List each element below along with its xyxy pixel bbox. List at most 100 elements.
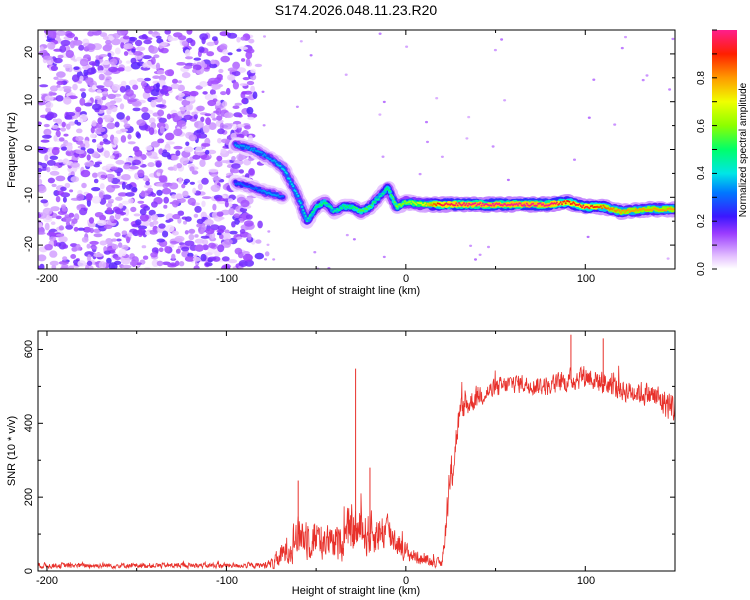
main-ridge-mark xyxy=(578,203,581,206)
noise-blob xyxy=(122,200,130,205)
main-ridge-mark xyxy=(289,180,292,183)
noise-blob xyxy=(97,117,103,125)
main-ridge-mark xyxy=(329,206,332,208)
main-ridge-mark xyxy=(348,204,351,207)
noise-blob xyxy=(148,96,158,100)
noise-blob xyxy=(84,161,95,167)
main-ridge-mark xyxy=(269,158,272,161)
noise-blob xyxy=(57,210,67,215)
noise-blob xyxy=(169,182,179,190)
main-ridge-mark xyxy=(353,205,356,208)
noise-blob xyxy=(246,80,255,86)
main-ridge-mark xyxy=(402,202,405,205)
main-ridge-mark xyxy=(307,217,310,220)
main-ridge-mark xyxy=(295,192,298,195)
noise-blob xyxy=(201,196,212,200)
main-ridge-mark xyxy=(525,202,528,205)
main-ridge-mark xyxy=(312,210,315,213)
main-ridge-mark xyxy=(388,190,391,193)
noise-blob xyxy=(38,265,41,269)
main-ridge-mark xyxy=(524,204,527,207)
noise-blob xyxy=(243,253,253,262)
noise-speck xyxy=(381,155,385,158)
noise-blob xyxy=(116,30,127,36)
noise-blob xyxy=(128,36,138,42)
noise-blob xyxy=(106,207,113,214)
main-ridge-mark xyxy=(386,187,389,190)
noise-blob xyxy=(119,85,126,93)
noise-blob xyxy=(210,112,216,119)
noise-blob xyxy=(231,156,236,161)
noise-blob xyxy=(236,48,242,52)
noise-blob xyxy=(80,143,86,148)
noise-blob xyxy=(130,57,137,64)
noise-blob xyxy=(46,166,51,173)
noise-blob xyxy=(93,178,99,184)
noise-blob xyxy=(99,240,108,246)
noise-blob xyxy=(111,38,121,46)
noise-blob xyxy=(205,117,212,126)
noise-blob xyxy=(87,43,96,51)
main-ridge-mark xyxy=(338,209,341,212)
noise-blob xyxy=(118,203,124,209)
noise-blob xyxy=(61,204,66,210)
noise-blob xyxy=(70,176,80,183)
noise-blob xyxy=(227,74,236,81)
noise-blob xyxy=(95,55,100,60)
main-ridge-mark xyxy=(290,183,293,186)
noise-blob xyxy=(183,220,187,225)
noise-blob xyxy=(119,103,125,110)
main-ridge-mark xyxy=(273,159,276,162)
main-ridge-mark xyxy=(572,201,575,204)
noise-blob xyxy=(66,143,73,152)
noise-blob xyxy=(136,119,146,126)
noise-blob xyxy=(216,211,224,217)
noise-speck xyxy=(503,99,507,102)
noise-blob xyxy=(181,183,186,189)
noise-blob xyxy=(49,260,59,266)
main-ridge-mark xyxy=(535,204,538,207)
noise-blob xyxy=(134,149,143,157)
noise-blob xyxy=(165,224,175,233)
noise-blob xyxy=(180,106,187,112)
noise-blob xyxy=(224,200,229,208)
noise-blob xyxy=(50,65,59,72)
noise-blob xyxy=(46,231,56,237)
noise-blob xyxy=(230,132,237,140)
noise-blob xyxy=(69,40,75,49)
noise-blob xyxy=(132,107,141,112)
noise-blob xyxy=(156,69,165,75)
noise-blob xyxy=(236,153,246,161)
noise-blob xyxy=(217,244,225,253)
noise-blob xyxy=(245,214,253,220)
noise-blob xyxy=(157,138,165,144)
noise-speck xyxy=(469,244,473,247)
noise-blob xyxy=(72,39,83,46)
noise-blob xyxy=(147,162,155,168)
noise-blob xyxy=(144,85,152,94)
noise-blob xyxy=(172,230,179,236)
main-ridge-mark xyxy=(275,162,278,165)
noise-blob xyxy=(201,63,208,68)
main-ridge-mark xyxy=(478,203,481,206)
noise-blob xyxy=(232,105,240,109)
noise-blob xyxy=(99,141,104,146)
main-ridge-mark xyxy=(601,207,604,210)
noise-blob xyxy=(61,146,68,151)
noise-blob xyxy=(169,37,179,41)
noise-blob xyxy=(84,251,94,258)
noise-blob xyxy=(93,163,100,168)
main-ridge-mark xyxy=(299,202,302,205)
noise-blob xyxy=(127,134,132,140)
colorbar-tick-label: 0.6 xyxy=(696,119,707,133)
noise-blob xyxy=(55,215,62,220)
noise-blob xyxy=(111,238,118,242)
noise-blob xyxy=(108,198,114,203)
noise-blob xyxy=(146,151,152,156)
noise-blob xyxy=(194,244,204,252)
noise-blob xyxy=(209,89,216,96)
noise-blob xyxy=(129,165,139,170)
noise-blob xyxy=(233,213,240,218)
noise-blob xyxy=(93,233,103,238)
noise-blob xyxy=(117,67,125,72)
